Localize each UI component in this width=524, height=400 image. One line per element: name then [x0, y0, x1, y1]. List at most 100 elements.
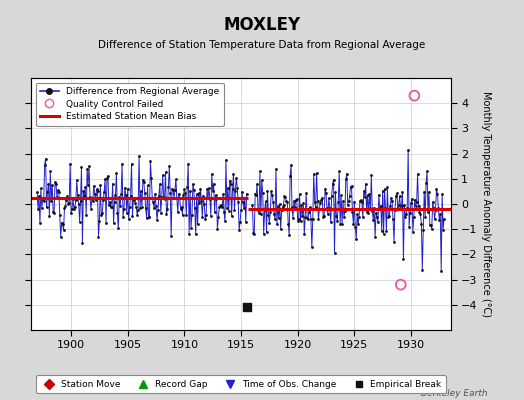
Point [203, 186, 211, 192]
Point [110, 220, 118, 226]
Point [274, 203, 282, 210]
Point [280, 193, 289, 199]
Point [119, 214, 127, 220]
Point [197, 198, 205, 204]
Point [248, 202, 257, 208]
Point [275, 215, 283, 222]
Point [232, 174, 241, 181]
Point [225, 177, 234, 184]
Point [107, 204, 116, 211]
Point [91, 191, 99, 197]
Point [221, 218, 229, 225]
Point [366, 205, 375, 211]
Point [35, 192, 43, 199]
Point [282, 198, 290, 204]
Point [242, 219, 250, 226]
Point [383, 184, 391, 191]
Point [96, 181, 105, 188]
Point [114, 225, 123, 232]
Point [410, 92, 419, 99]
Point [432, 186, 441, 192]
Point [375, 192, 383, 198]
Point [423, 168, 431, 174]
Point [425, 222, 434, 228]
Point [123, 210, 131, 216]
Point [230, 171, 238, 177]
Point [380, 186, 389, 192]
Point [150, 205, 158, 212]
Point [196, 186, 205, 192]
Point [395, 201, 403, 208]
Point [332, 213, 341, 220]
Point [333, 218, 342, 224]
Point [317, 196, 325, 203]
Point [325, 195, 333, 201]
Point [225, 208, 233, 214]
Point [363, 209, 371, 215]
Point [198, 214, 206, 220]
Point [104, 173, 112, 179]
Point [400, 202, 409, 208]
Point [298, 213, 307, 219]
Point [63, 193, 71, 199]
Point [405, 224, 413, 230]
Point [227, 213, 236, 219]
Point [379, 231, 388, 238]
Point [121, 184, 129, 191]
Point [186, 188, 194, 194]
Point [308, 244, 316, 250]
Point [215, 204, 224, 210]
Point [296, 191, 304, 197]
Point [238, 189, 246, 195]
Point [421, 214, 429, 220]
Point [257, 211, 265, 218]
Point [422, 180, 430, 186]
Legend: Difference from Regional Average, Quality Control Failed, Estimated Station Mean: Difference from Regional Average, Qualit… [36, 82, 224, 126]
Point [358, 214, 367, 220]
Point [304, 216, 312, 222]
Point [325, 204, 334, 211]
Point [284, 221, 292, 227]
Point [309, 216, 317, 222]
Point [398, 189, 407, 196]
Point [372, 210, 380, 216]
Point [292, 196, 301, 202]
Point [350, 198, 358, 205]
Point [132, 204, 140, 210]
Point [326, 219, 335, 225]
Point [392, 190, 401, 196]
Point [378, 188, 387, 194]
Point [80, 192, 89, 199]
Point [202, 212, 210, 218]
Point [113, 210, 122, 216]
Point [172, 195, 181, 202]
Point [330, 176, 338, 183]
Point [276, 201, 284, 207]
Point [420, 188, 429, 195]
Point [359, 188, 368, 194]
Point [243, 190, 251, 197]
Point [224, 185, 232, 191]
Point [56, 212, 64, 218]
Point [272, 221, 281, 228]
Point [130, 197, 138, 203]
Point [149, 199, 157, 206]
Point [418, 266, 427, 273]
Point [129, 196, 138, 202]
Point [230, 207, 238, 214]
Point [179, 192, 188, 198]
Point [346, 184, 355, 190]
Point [184, 160, 192, 167]
Point [231, 188, 239, 195]
Point [411, 196, 419, 203]
Point [125, 203, 134, 210]
Point [131, 199, 139, 206]
Point [158, 194, 166, 200]
Point [72, 177, 81, 184]
Point [145, 214, 154, 220]
Point [146, 158, 155, 164]
Point [434, 204, 443, 211]
Point [306, 204, 314, 210]
Point [397, 202, 406, 209]
Point [344, 198, 353, 204]
